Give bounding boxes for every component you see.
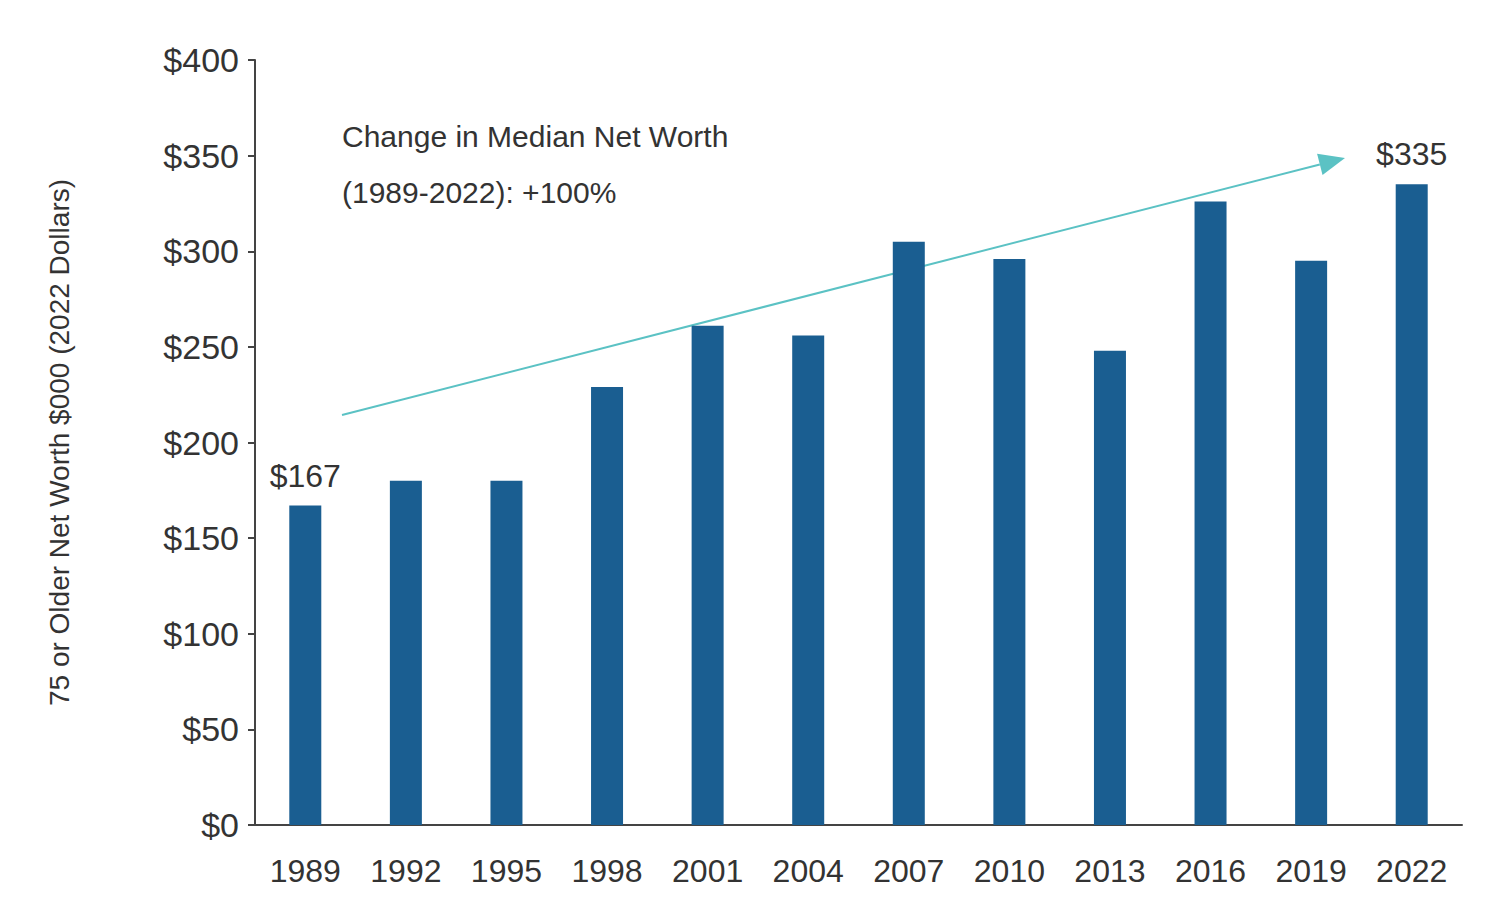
svg-text:$100: $100: [163, 615, 239, 653]
svg-text:2013: 2013: [1074, 853, 1145, 889]
svg-text:$300: $300: [163, 232, 239, 270]
svg-text:$200: $200: [163, 424, 239, 462]
svg-text:$50: $50: [182, 710, 239, 748]
svg-text:$167: $167: [270, 458, 341, 494]
svg-text:(1989-2022): +100%: (1989-2022): +100%: [342, 176, 616, 209]
svg-text:$400: $400: [163, 41, 239, 79]
svg-text:1989: 1989: [270, 853, 341, 889]
svg-text:2022: 2022: [1376, 853, 1447, 889]
svg-text:2007: 2007: [873, 853, 944, 889]
svg-text:1998: 1998: [571, 853, 642, 889]
svg-text:$150: $150: [163, 519, 239, 557]
svg-text:$250: $250: [163, 328, 239, 366]
svg-text:Change in Median Net Worth: Change in Median Net Worth: [342, 120, 728, 153]
svg-text:2010: 2010: [974, 853, 1045, 889]
svg-text:$0: $0: [201, 806, 239, 844]
svg-text:2001: 2001: [672, 853, 743, 889]
svg-text:1992: 1992: [370, 853, 441, 889]
svg-text:75 or Older Net Worth $000 (20: 75 or Older Net Worth $000 (2022 Dollars…: [44, 179, 75, 706]
svg-text:$335: $335: [1376, 136, 1447, 172]
svg-text:1995: 1995: [471, 853, 542, 889]
svg-text:2019: 2019: [1276, 853, 1347, 889]
svg-text:$350: $350: [163, 137, 239, 175]
svg-text:2016: 2016: [1175, 853, 1246, 889]
svg-text:2004: 2004: [773, 853, 844, 889]
